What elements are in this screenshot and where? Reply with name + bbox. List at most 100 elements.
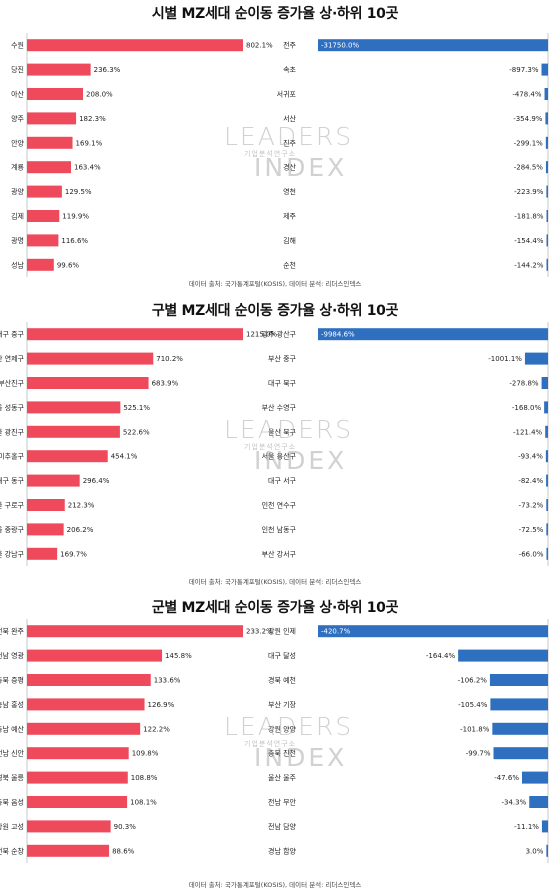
bar: [27, 377, 149, 389]
data-label: -34.3%: [501, 799, 526, 807]
bar: [545, 450, 548, 463]
category-label: 부산 중구: [268, 354, 297, 363]
category-label: 대구 동구: [0, 477, 25, 485]
category-label: 경북 예천: [268, 676, 296, 685]
bar: [27, 547, 58, 560]
category-label: 대구 북구: [268, 380, 297, 388]
category-label: 경남 함양: [268, 846, 297, 855]
data-label: -168.0%: [512, 404, 542, 412]
data-label: 163.4%: [74, 164, 101, 172]
bar: [545, 425, 548, 438]
category-label: 전남 무안: [268, 798, 297, 807]
data-label: -478.4%: [512, 91, 542, 99]
bar: [546, 234, 548, 247]
category-label: 경북 울릉: [0, 773, 25, 782]
category-label: 진주: [283, 138, 296, 147]
category-label: 충남 예산: [0, 724, 25, 733]
category-label: 인천 남동구: [262, 525, 297, 534]
data-label: 169.7%: [60, 550, 87, 558]
bar: [546, 258, 548, 271]
category-label: 김해: [283, 236, 296, 245]
category-label: 서울 성동구: [0, 403, 25, 412]
bar: [27, 161, 72, 174]
data-label: 525.1%: [123, 404, 150, 412]
data-label: 116.6%: [61, 237, 88, 245]
data-label: 233.2%: [246, 628, 273, 636]
data-label: -181.8%: [514, 213, 544, 221]
bar: [545, 112, 548, 125]
bar: [546, 523, 548, 536]
category-label: 부산 기장: [268, 700, 297, 709]
chart-title: 구별 MZ세대 순이동 증가율 상·하위 10곳: [151, 303, 399, 319]
data-label: 208.0%: [86, 91, 113, 99]
bar: [541, 820, 548, 833]
bar: [27, 722, 141, 735]
data-label: -278.8%: [509, 380, 539, 388]
bar: [544, 88, 548, 100]
data-label: -121.4%: [513, 428, 543, 436]
data-label: 119.9%: [62, 213, 89, 221]
data-label: 90.3%: [114, 823, 137, 831]
bar: [27, 625, 243, 638]
bar: [27, 523, 64, 536]
data-label: 169.1%: [76, 139, 103, 147]
bar: [544, 401, 548, 414]
data-label: 3.0%: [526, 847, 544, 855]
category-label: 부산 연제구: [0, 354, 25, 363]
data-label: 129.5%: [65, 188, 92, 196]
bar: [492, 722, 548, 735]
data-label: 212.3%: [68, 502, 95, 510]
bar: [546, 844, 548, 857]
chart-title: 시별 MZ세대 순이동 증가율 상·하위 10곳: [151, 6, 399, 22]
data-label: -47.6%: [494, 774, 519, 782]
bar: [541, 63, 548, 76]
category-label: 서울 광진구: [0, 427, 25, 436]
category-label: 아산: [11, 90, 24, 99]
bar: [27, 747, 129, 760]
data-label: -93.4%: [518, 453, 543, 461]
data-label: -144.2%: [514, 261, 544, 269]
data-label: -223.9%: [514, 188, 544, 196]
category-label: 서울 용산구: [262, 452, 297, 461]
source-footer: 데이터 출처: 국가통계포털(KOSIS), 데이터 분석: 리더스인덱스: [188, 881, 362, 889]
data-label: -164.4%: [426, 652, 456, 660]
data-label: 122.2%: [143, 725, 170, 733]
chart-svg: 대구 중구 1215.0% 부산 연제구 710.2% 부산 부산진구 683.9% 서울 …: [0, 322, 549, 566]
bar: [529, 796, 548, 808]
bar: [27, 796, 128, 808]
bar: [318, 39, 548, 52]
chart-panel-city: 시별 MZ세대 순이동 증가율 상·하위 10곳 수원 802.1% 당진 236.3…: [0, 0, 550, 297]
category-label: 충남 홍성: [0, 700, 24, 709]
data-label: 133.6%: [154, 677, 181, 685]
data-label: -105.4%: [458, 701, 488, 709]
data-label: -299.1%: [514, 139, 544, 147]
bar: [27, 820, 111, 833]
bar: [490, 698, 548, 711]
category-label: 강원 양양: [268, 724, 297, 733]
data-label: -897.3%: [509, 66, 539, 74]
source-footer: 데이터 출처: 국가통계포털(KOSIS), 데이터 분석: 리더스인덱스: [188, 280, 362, 288]
bar: [489, 674, 548, 686]
bar: [546, 499, 548, 511]
category-label: 서울 구로구: [0, 501, 25, 510]
category-label: 당진: [11, 65, 24, 74]
source-footer: 데이터 출처: 국가통계포털(KOSIS), 데이터 분석: 리더스인덱스: [188, 578, 362, 586]
data-label: 88.6%: [112, 847, 135, 855]
category-label: 부산 수영구: [262, 403, 297, 412]
data-label: 126.9%: [148, 701, 175, 709]
bar: [27, 328, 243, 341]
bar: [27, 210, 60, 222]
bar: [318, 625, 548, 638]
data-label: 108.8%: [131, 774, 158, 782]
category-label: 광명: [11, 236, 24, 245]
bar: [27, 136, 73, 149]
data-label: 296.4%: [83, 477, 110, 485]
data-label: -106.2%: [458, 677, 488, 685]
data-label: 683.9%: [152, 380, 179, 388]
data-label: 1215.0%: [246, 331, 277, 339]
chart-title: 군별 MZ세대 순이동 증가율 상·하위 10곳: [151, 600, 399, 616]
category-label: 울산 울주: [268, 773, 297, 782]
bar: [493, 747, 548, 760]
category-label: 순천: [283, 260, 296, 269]
data-label: -66.0%: [519, 550, 544, 558]
